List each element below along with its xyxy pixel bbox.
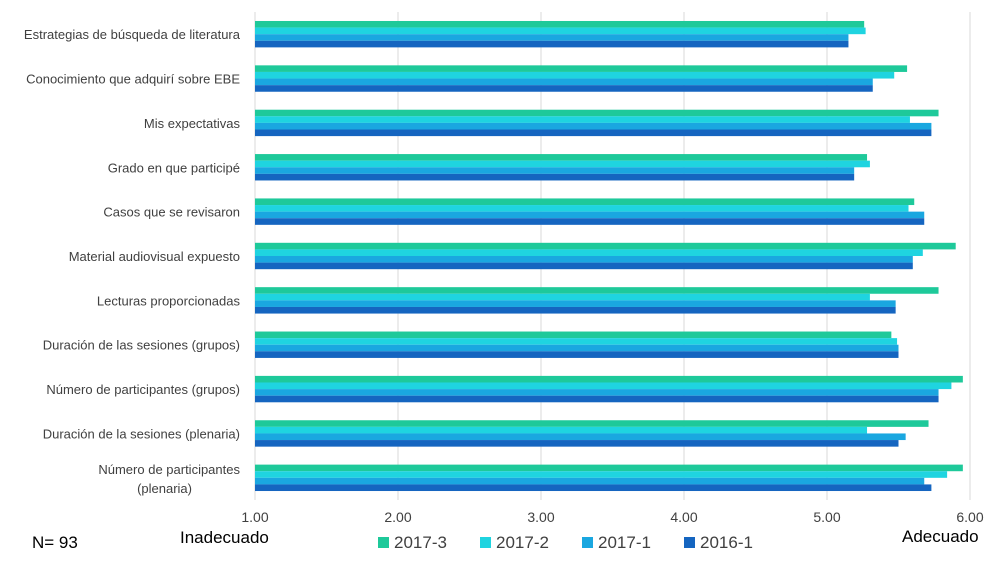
x-tick-label: 3.00 xyxy=(527,509,554,525)
bar xyxy=(255,426,868,434)
bar xyxy=(255,293,870,301)
bar xyxy=(255,375,963,383)
bar xyxy=(255,440,899,447)
bar xyxy=(255,198,915,206)
legend-swatch xyxy=(684,537,695,548)
x-tick-label: 4.00 xyxy=(670,509,697,525)
bar xyxy=(255,484,932,492)
n-annotation: N= 93 xyxy=(32,533,78,552)
bar xyxy=(255,338,898,345)
left-annotation: Inadecuado xyxy=(180,528,269,547)
bar xyxy=(255,160,870,168)
right-annotation: Adecuado xyxy=(902,527,979,546)
bar xyxy=(255,40,849,48)
bar xyxy=(255,249,923,256)
bar xyxy=(255,433,906,441)
bar xyxy=(255,477,925,485)
x-tick-label: 1.00 xyxy=(241,509,268,525)
bars xyxy=(255,20,963,492)
bar xyxy=(255,218,925,225)
bar xyxy=(255,256,913,263)
bar xyxy=(255,382,952,390)
bar xyxy=(255,211,925,219)
bar xyxy=(255,27,866,35)
bar xyxy=(255,173,855,181)
bar xyxy=(255,85,873,92)
category-label: Conocimiento que adquirí sobre EBE xyxy=(26,72,240,87)
x-tick-label: 5.00 xyxy=(813,509,840,525)
bar xyxy=(255,20,865,28)
category-labels: Estrategias de búsqueda de literatura Con… xyxy=(24,27,241,496)
bar xyxy=(255,464,963,472)
legend-swatch xyxy=(378,537,389,548)
x-tick-label: 6.00 xyxy=(956,509,983,525)
bar xyxy=(255,331,892,339)
bar xyxy=(255,344,899,352)
bar xyxy=(255,242,956,250)
legend-label: 2017-1 xyxy=(598,533,651,552)
legend-label: 2017-3 xyxy=(394,533,447,552)
category-label: Mis expectativas xyxy=(144,116,241,131)
bar xyxy=(255,71,895,79)
bar xyxy=(255,129,932,137)
legend-swatch xyxy=(480,537,491,548)
bar xyxy=(255,34,849,41)
x-tick-label: 2.00 xyxy=(384,509,411,525)
bar xyxy=(255,109,939,117)
category-label: Duración de la sesiones (plenaria) xyxy=(43,426,240,441)
bar xyxy=(255,122,932,130)
category-label: Número de participantes (plenaria) xyxy=(98,462,240,496)
bar xyxy=(255,420,929,427)
category-label: Estrategias de búsqueda de literatura xyxy=(24,27,241,42)
category-label: Casos que se revisaron xyxy=(103,205,240,220)
bar xyxy=(255,65,908,72)
category-label: Grado en que participé xyxy=(108,160,240,175)
x-tick-labels: 1.00 2.00 3.00 4.00 5.00 6.00 xyxy=(241,509,983,525)
bar xyxy=(255,78,873,86)
bar xyxy=(255,306,896,314)
bar xyxy=(255,395,939,403)
bar xyxy=(255,389,939,396)
bar xyxy=(255,287,939,294)
bar xyxy=(255,167,855,174)
legend: 2017-3 2017-2 2017-1 2016-1 xyxy=(378,533,753,552)
category-label: Número de participantes (grupos) xyxy=(46,382,240,397)
bar xyxy=(255,154,868,161)
category-label: Duración de las sesiones (grupos) xyxy=(43,338,240,353)
bar xyxy=(255,262,913,270)
legend-swatch xyxy=(582,537,593,548)
category-label: Lecturas proporcionadas xyxy=(97,293,241,308)
bar xyxy=(255,351,899,358)
bar xyxy=(255,471,948,478)
bar xyxy=(255,205,909,212)
legend-label: 2016-1 xyxy=(700,533,753,552)
bar xyxy=(255,300,896,307)
bar xyxy=(255,116,910,123)
legend-label: 2017-2 xyxy=(496,533,549,552)
category-label: Material audiovisual expuesto xyxy=(69,249,240,264)
